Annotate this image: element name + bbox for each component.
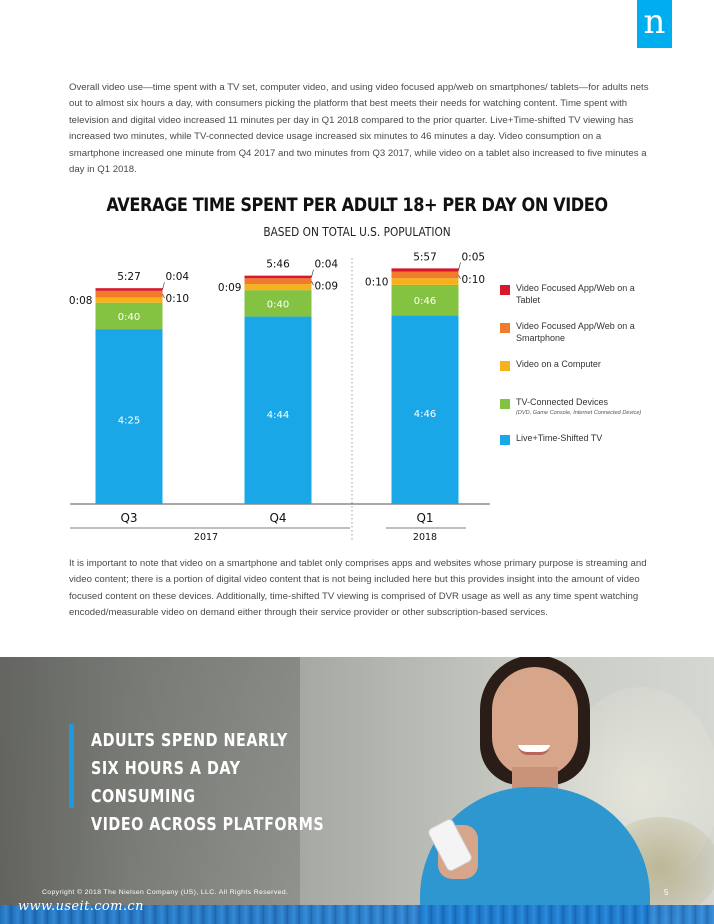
legend-item-tablet: Video Focused App/Web on a Tablet [500,283,646,306]
banner-headline-line-2: SIX HOURS A DAY CONSUMING [91,759,241,807]
legend-label-live-tv: Live+Time-Shifted TV [516,433,603,443]
bar-segment-q1-0 [391,315,459,504]
year-label-2017: 2017 [194,532,218,543]
data-label-tv-connected-q1: 0:46 [414,296,436,307]
legend-label-smartphone: Video Focused App/Web on a Smartphone [516,321,635,343]
data-label-computer-q1: 0:10 [365,277,389,289]
category-label-q3: Q3 [120,511,137,525]
year-label-2018: 2018 [413,532,437,543]
chart-title: AVERAGE TIME SPENT PER ADULT 18+ PER DAY… [106,194,608,216]
total-label-q3: 5:27 [117,271,141,283]
data-label-tablet-q3: 0:04 [166,271,190,283]
bar-segment-q3-1 [95,302,163,330]
woman-with-phone-photo [420,657,650,924]
data-label-live-tv-q4: 4:44 [267,410,289,421]
leader-line-tablet-q3 [162,282,165,290]
bar-segment-q4-1 [244,290,312,317]
nielsen-logo: n [637,0,672,48]
banner-headline-line-3: VIDEO ACROSS PLATFORMS [91,815,325,835]
legend-item-tv-connected: TV-Connected Devices (DVD, Game Console,… [500,397,641,417]
bar-segment-q3-0 [95,329,163,504]
total-label-q4: 5:46 [266,259,290,271]
photo-smile [518,745,550,755]
bar-segment-q4-4 [244,275,312,279]
legend-note-tv-connected: (DVD, Game Console, Internet Connected D… [516,409,642,416]
bar-segment-q1-4 [391,268,459,272]
legend-label-computer: Video on a Computer [516,359,601,369]
data-label-tv-connected-q3: 0:40 [118,312,140,323]
legend-swatch-computer [500,361,510,371]
leader-line-smartphone-q1 [458,274,461,280]
legend-label-tv-connected: TV-Connected Devices (DVD, Game Console,… [516,397,641,417]
legend-swatch-tv-connected [500,399,510,409]
legend-swatch-tablet [500,285,510,295]
data-label-live-tv-q1: 4:46 [414,409,436,420]
bar-segment-q4-3 [244,278,312,285]
chart-subtitle: BASED ON TOTAL U.S. POPULATION [263,225,451,239]
leader-line-tablet-q1 [458,262,461,271]
bar-segment-q4-0 [244,316,312,504]
data-label-live-tv-q3: 4:25 [118,416,140,427]
bar-segment-q3-2 [95,297,163,303]
banner-accent-bar [69,724,74,808]
hero-banner [0,657,714,924]
banner-headline: ADULTS SPEND NEARLY SIX HOURS A DAY CONS… [91,727,391,839]
legend-label-tablet: Video Focused App/Web on a Tablet [516,283,635,305]
legend-item-computer: Video on a Computer [500,359,601,371]
leader-line-smartphone-q4 [311,281,314,286]
category-label-q1: Q1 [416,511,433,525]
bar-segment-q1-1 [391,284,459,316]
data-label-tablet-q1: 0:05 [462,251,486,263]
bar-segment-q3-4 [95,288,163,291]
data-label-smartphone-q1: 0:10 [462,274,486,286]
data-label-smartphone-q4: 0:09 [315,280,339,292]
legend-label-tv-connected-text: TV-Connected Devices [516,397,609,407]
photo-jeans-strip [0,905,714,924]
bar-segment-q1-2 [391,278,459,285]
legend-swatch-live-tv [500,435,510,445]
footer-copyright: Copyright © 2018 The Nielsen Company (US… [42,889,289,896]
data-label-tablet-q4: 0:04 [315,259,339,271]
legend-swatch-smartphone [500,323,510,333]
bottom-paragraph: It is important to note that video on a … [69,558,647,619]
page-number: 5 [664,888,669,897]
data-label-computer-q4: 0:09 [218,282,242,294]
data-label-computer-q3: 0:08 [69,295,93,307]
data-label-tv-connected-q4: 0:40 [267,299,289,310]
legend-item-live-tv: Live+Time-Shifted TV [500,433,602,445]
bar-segment-q1-3 [391,271,459,279]
category-label-q4: Q4 [269,511,286,525]
watermark: www.useit.com.cn [18,899,144,914]
banner-headline-line-1: ADULTS SPEND NEARLY [91,731,288,751]
leader-line-tablet-q4 [311,269,314,278]
leader-line-smartphone-q3 [162,293,165,299]
banner-background-wall [0,657,300,924]
bar-segment-q4-2 [244,284,312,291]
total-label-q1: 5:57 [413,251,437,263]
stacked-bar-chart: 4:25 0:40 0:08 0:10 0:04 5:27 Q3 4:44 0:40 0:09 0:… [69,251,490,543]
intro-paragraph: Overall video use—time spent with a TV s… [69,82,649,176]
bar-segment-q3-3 [95,290,163,298]
legend-item-smartphone: Video Focused App/Web on a Smartphone [500,321,646,344]
data-label-smartphone-q3: 0:10 [166,293,190,305]
photo-face [492,667,578,777]
